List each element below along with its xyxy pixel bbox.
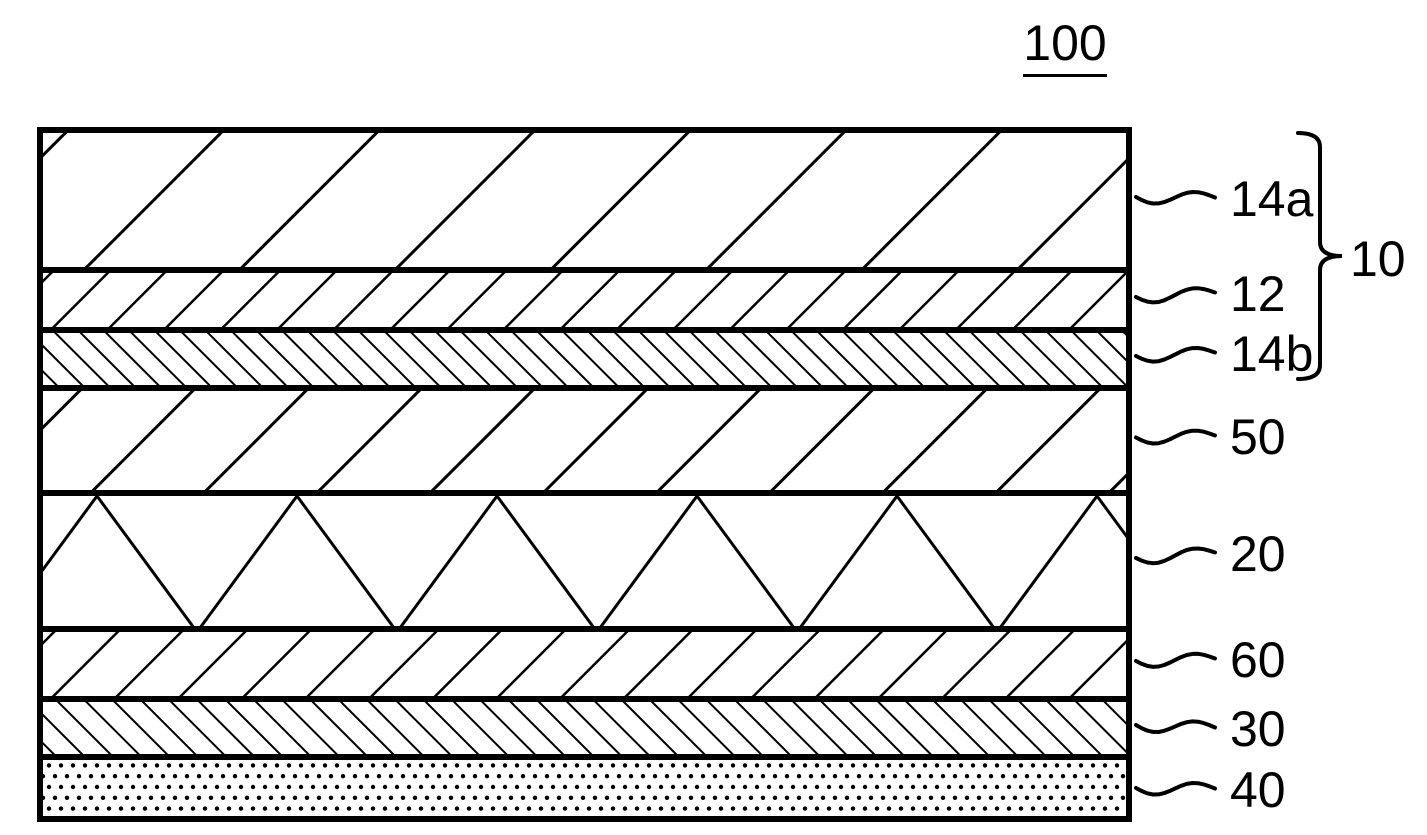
label-12: 12 xyxy=(1230,265,1286,323)
label-20: 20 xyxy=(1230,525,1286,583)
label-50: 50 xyxy=(1230,408,1286,466)
label-60: 60 xyxy=(1230,631,1286,689)
figure-canvas: { "figure": { "title": "100", "title_fon… xyxy=(0,0,1427,835)
label-group-10: 10 xyxy=(1350,230,1406,288)
stack-outline xyxy=(37,127,1132,822)
figure-title: 100 xyxy=(1000,14,1130,77)
figure-title-text: 100 xyxy=(1023,14,1106,77)
label-40: 40 xyxy=(1230,761,1286,819)
label-14b: 14b xyxy=(1230,325,1313,383)
label-14a: 14a xyxy=(1230,170,1313,228)
label-30: 30 xyxy=(1230,700,1286,758)
